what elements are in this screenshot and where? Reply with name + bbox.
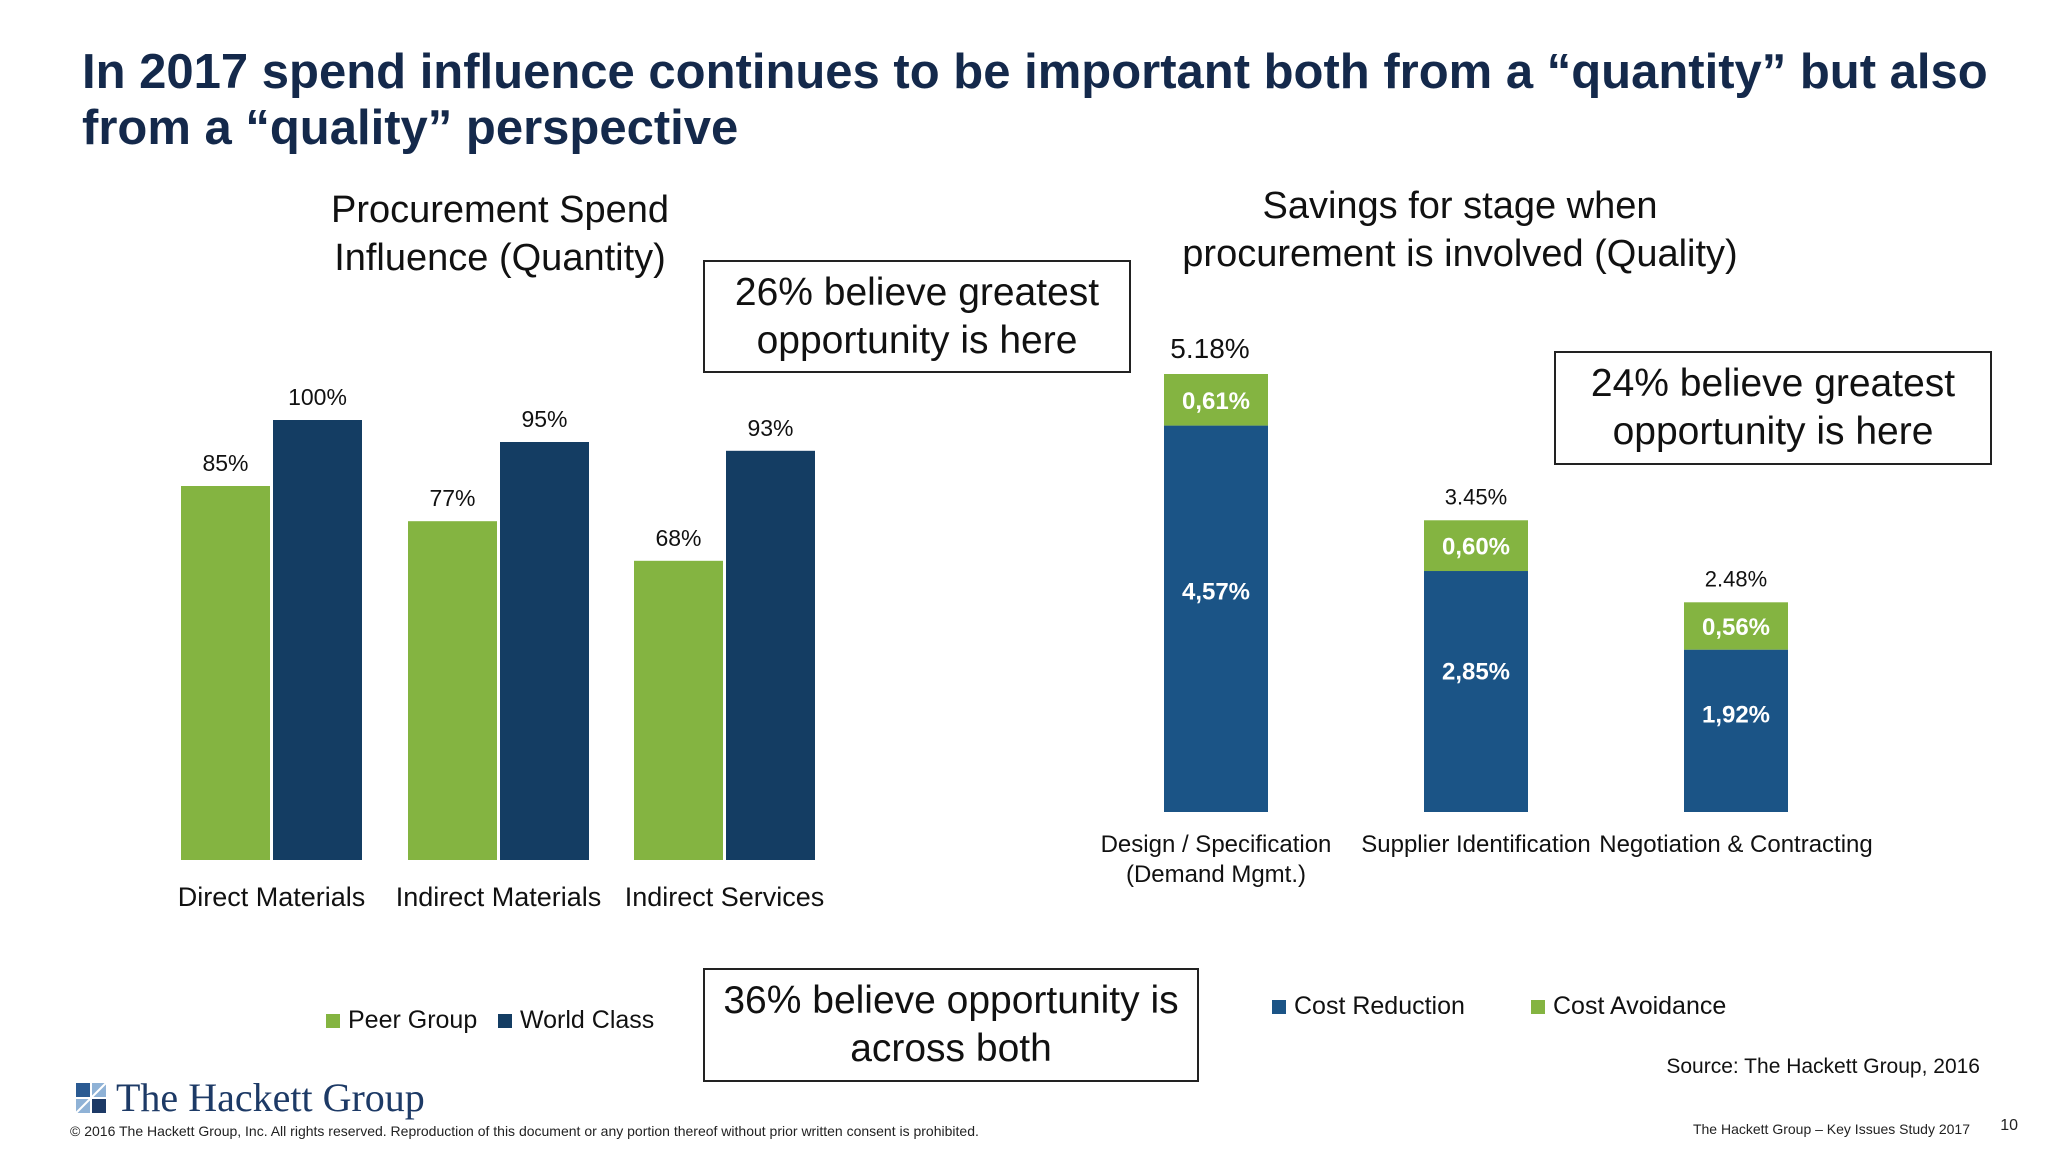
footer-study: The Hackett Group – Key Issues Study 201… [1692, 1121, 1970, 1137]
stack-total-label: 3.45% [1445, 484, 1507, 509]
legend-item-cost-avoidance: Cost Avoidance [1531, 992, 1726, 1021]
stack-total-label: 2.48% [1705, 566, 1767, 591]
category-label: Direct Materials [178, 882, 366, 912]
stack-avoidance-1 [1424, 520, 1528, 572]
bar-value-label: 77% [429, 485, 475, 511]
legend-swatch-green [1531, 999, 1545, 1014]
callout-bottom: 36% believe opportunity is across both [703, 968, 1199, 1082]
chart-title-quality: Savings for stage when procurement is in… [1182, 185, 1738, 275]
category-label: Supplier Identification [1361, 831, 1590, 858]
category-label: Indirect Services [625, 882, 825, 912]
logo-text: The Hackett Group [116, 1075, 425, 1120]
category-label: Design / Specification [1101, 831, 1332, 858]
bar-world-2 [726, 450, 815, 860]
legend-item-world-class: World Class [498, 1006, 654, 1035]
legend-item-peer-group: Peer Group [326, 1006, 477, 1035]
legend-label: World Class [520, 1006, 655, 1034]
bar-peer-0 [181, 486, 270, 860]
stack-reduction-2 [1684, 649, 1788, 812]
legend-swatch-green [326, 1013, 340, 1028]
stack-reduction-0 [1164, 425, 1268, 812]
callout-left: 26% believe greatest opportunity is here [703, 260, 1131, 373]
bar-value-label: 68% [655, 525, 701, 551]
bar-world-1 [500, 442, 589, 860]
bar-value-label: 93% [747, 415, 793, 441]
bar-value-label: 100% [288, 384, 347, 410]
legend-item-cost-reduction: Cost Reduction [1272, 992, 1465, 1021]
legend-swatch-navy [498, 1013, 512, 1028]
stack-avoidance-2 [1684, 602, 1788, 650]
hackett-logo: The Hackett Group [74, 1074, 425, 1121]
legend-swatch-blue [1272, 999, 1286, 1014]
category-label: (Demand Mgmt.) [1126, 861, 1306, 888]
stack-value-label: 0,56% [1702, 614, 1770, 641]
category-label: Negotiation & Contracting [1599, 831, 1873, 858]
legend-label: Cost Reduction [1294, 992, 1465, 1020]
stack-avoidance-0 [1164, 374, 1268, 426]
chart-title-quantity: Procurement Spend Influence (Quantity) [331, 189, 669, 279]
stack-value-label: 4,57% [1182, 578, 1250, 605]
page-number: 10 [2000, 1117, 2018, 1134]
bar-value-label: 85% [202, 450, 248, 476]
bar-peer-2 [634, 560, 723, 860]
bar-world-0 [273, 420, 362, 860]
stack-value-label: 0,60% [1442, 534, 1510, 561]
legend-label: Cost Avoidance [1553, 992, 1727, 1020]
bar-value-label: 95% [521, 406, 567, 432]
slide-title: In 2017 spend influence continues to be … [82, 45, 1988, 155]
source-note: Source: The Hackett Group, 2016 [1666, 1055, 1980, 1078]
stack-value-label: 0,61% [1182, 388, 1250, 415]
hackett-logo-icon [74, 1080, 108, 1115]
stack-total-label: 5.18% [1170, 333, 1249, 364]
callout-right: 24% believe greatest opportunity is here [1554, 351, 1992, 465]
legend-label: Peer Group [348, 1006, 478, 1034]
stack-reduction-1 [1424, 571, 1528, 812]
bar-peer-1 [408, 521, 497, 860]
category-label: Indirect Materials [396, 882, 602, 912]
footer-copyright: © 2016 The Hackett Group, Inc. All right… [70, 1123, 979, 1139]
stack-value-label: 2,85% [1442, 658, 1510, 685]
stack-value-label: 1,92% [1702, 702, 1770, 729]
